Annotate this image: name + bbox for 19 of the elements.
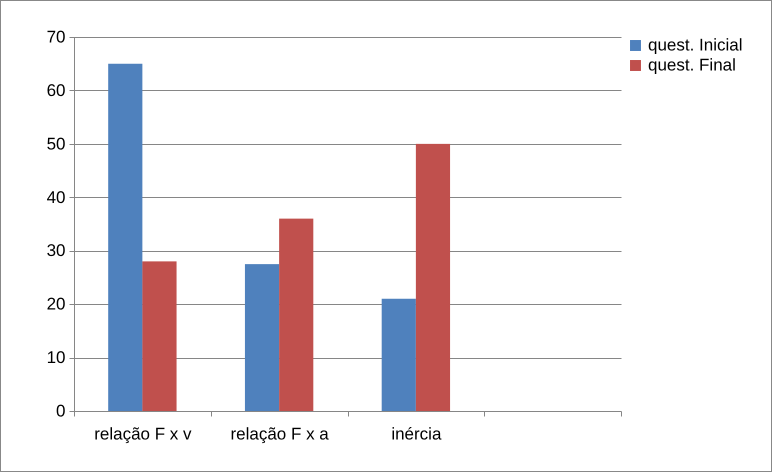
bar: [416, 144, 450, 411]
legend-label: quest. Inicial: [648, 36, 742, 54]
x-tick-label: relação F x a: [230, 424, 330, 444]
bar: [279, 218, 314, 411]
y-tick-label: 50: [46, 134, 66, 154]
bar: [142, 261, 177, 411]
y-tick-label: 30: [46, 241, 66, 260]
x-tick-label: inércia: [391, 424, 442, 444]
y-tick-label: 70: [46, 28, 66, 46]
bar: [108, 64, 142, 411]
y-tick-label: 0: [56, 402, 66, 420]
y-tick-label: 40: [46, 188, 66, 207]
bar: [382, 298, 416, 411]
legend-label: quest. Final: [648, 56, 736, 74]
bar: [244, 264, 280, 411]
y-tick-label: 10: [46, 348, 66, 368]
x-tick-label: relação F x v: [94, 424, 192, 444]
y-tick-label: 20: [46, 294, 66, 314]
y-tick-label: 60: [46, 80, 66, 100]
